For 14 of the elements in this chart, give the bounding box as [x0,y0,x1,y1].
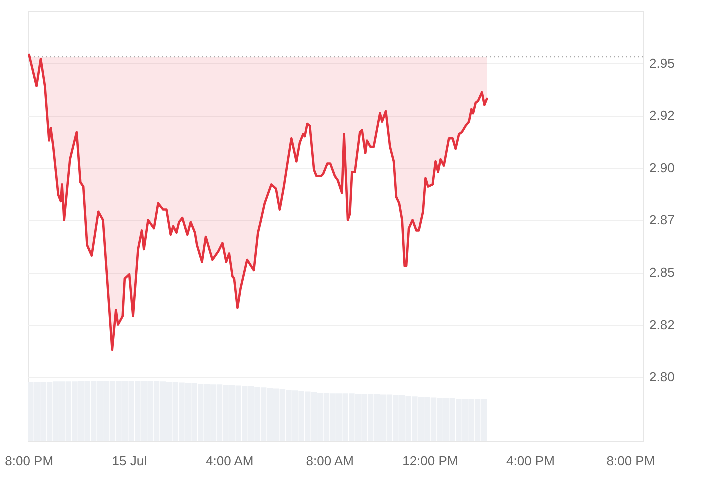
y-tick-label: 2.85 [650,265,675,280]
x-tick-label: 4:00 AM [206,454,254,468]
y-tick-label: 2.87 [650,212,675,228]
y-tick-label: 2.80 [650,370,675,385]
x-tick-label: 8:00 PM [606,454,656,468]
x-tick-label: 12:00 PM [402,454,458,468]
y-tick-label: 2.95 [650,56,675,71]
x-tick-label: 8:00 PM [5,454,54,468]
x-tick-label: 8:00 AM [306,454,354,468]
x-tick-label: 4:00 PM [506,454,555,468]
y-tick-label: 2.82 [650,317,675,332]
x-tick-label: 15 Jul [112,454,148,468]
y-tick-label: 2.92 [650,108,675,124]
y-tick-label: 2.90 [650,160,675,176]
